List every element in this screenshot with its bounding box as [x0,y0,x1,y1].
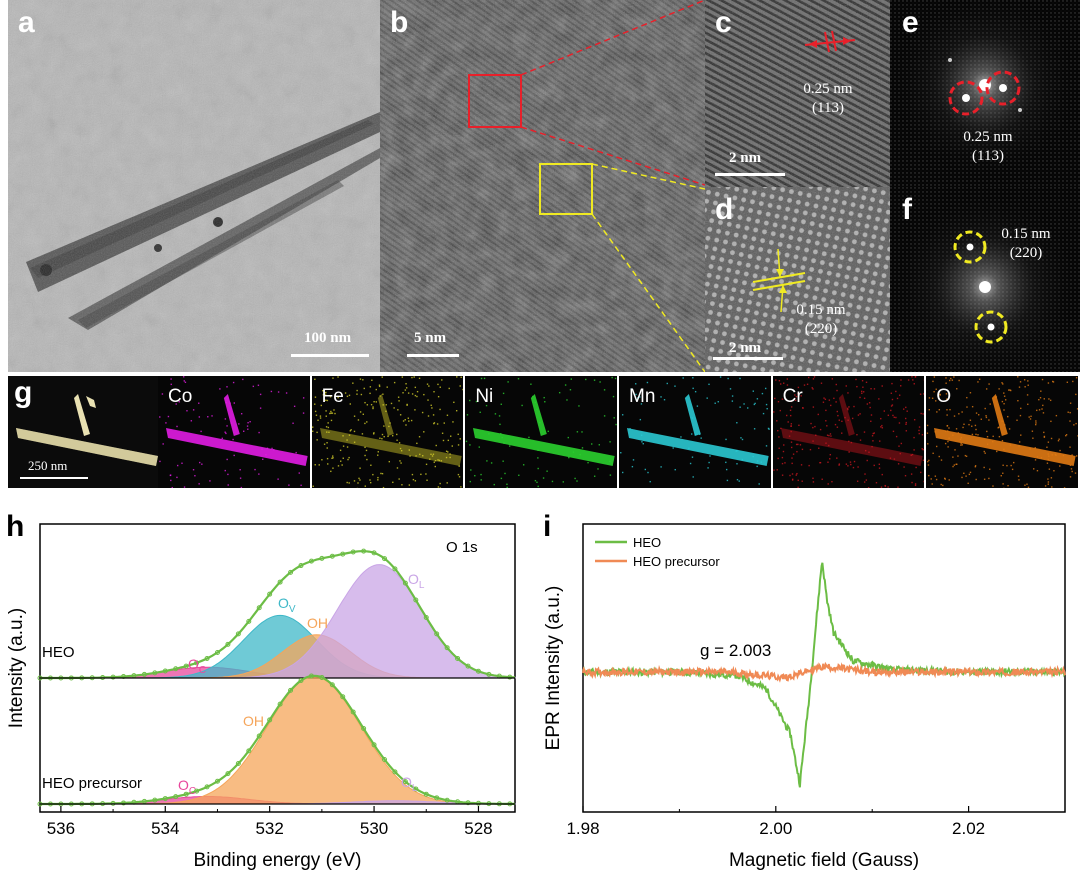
d-spacing-value: 0.15 nm [990,225,1062,244]
x-tick-label: 532 [255,819,283,838]
scale-bar [20,477,88,479]
d-spacing-annotation: 0.25 nm (113) [952,128,1024,166]
curve-label: HEO [42,644,75,661]
x-tick-label: 534 [151,819,179,838]
y-axis-label: Intensity (a.u.) [6,608,27,728]
series-line-heo [583,563,1065,788]
x-tick-label: 536 [47,819,75,838]
panel-letter-i: i [543,512,551,542]
nanotube-image [8,0,380,372]
d-spacing-annotation: 0.15 nm (220) [785,301,857,339]
g-value-annotation: g = 2.003 [700,641,771,660]
x-tick-label: 530 [360,819,388,838]
scale-bar-label: 5 nm [414,330,446,347]
scale-bar-label: 250 nm [28,458,67,474]
panel-letter-h: h [6,512,24,542]
x-tick-label: 528 [464,819,492,838]
x-tick-label: 1.98 [566,819,599,838]
x-axis-label: Binding energy (eV) [194,850,362,871]
d-spacing-value: 0.15 nm [785,301,857,320]
d-spacing-annotation: 0.25 nm (113) [793,80,863,118]
legend-label: HEO [633,535,661,550]
scale-bar [407,354,459,357]
panel-letter-c: c [715,8,732,38]
series-line-heo-precursor [583,664,1065,681]
epr-plot: HEO HEO precursor g = 2.003 1.98 2.00 2.02 Mag… [535,512,1080,875]
panel-d-lattice-image: d 0.15 nm (220) 2 nm [705,187,890,372]
hrtem-image [380,0,705,372]
scale-bar-label: 2 nm [729,340,761,357]
eds-map-mn: Mn [619,376,771,488]
eds-map-cr: Cr [773,376,925,488]
panel-g-sem-image: g 250 nm [8,376,158,488]
d-spacing-value: 0.25 nm [952,128,1024,147]
element-label: Co [168,386,192,408]
panel-c-lattice-image: c 0.25 nm (113) 2 nm [705,0,890,187]
panel-letter-e: e [902,8,919,38]
plane-index: (220) [990,244,1062,263]
panel-letter-f: f [902,195,912,225]
eds-map-ni: Ni [465,376,617,488]
scale-bar [291,354,369,357]
y-axis-label: EPR Intensity (a.u.) [543,586,564,751]
panel-letter-g: g [14,378,32,408]
eds-map-fe: Fe [312,376,464,488]
element-label: Mn [629,386,655,408]
peak-label-ol: OL [408,571,425,591]
annotation: O 1s [446,539,478,556]
scale-bar-label: 2 nm [729,150,761,167]
scale-bar [715,173,785,176]
d-spacing-value: 0.25 nm [793,80,863,99]
panel-f-fft-pattern: f 0.15 nm (220) [890,187,1080,372]
legend-label: HEO precursor [633,554,720,569]
fft-image [890,187,1080,372]
peak-label-oh: OH [307,615,328,631]
element-label: O [936,386,951,408]
panel-i-epr-chart: i HEO HEO precursor g = 2.003 1.98 2.00 2.02 M… [535,512,1080,875]
d-spacing-annotation: 0.15 nm (220) [990,225,1062,263]
element-label: Cr [783,386,803,408]
plane-index: (113) [793,99,863,118]
curve-label: HEO precursor [42,775,142,792]
peak-label-oh: OH [243,713,264,729]
plane-index: (113) [952,147,1024,166]
x-tick-label: 2.00 [759,819,792,838]
panel-a-tem-image: a 100 nm [8,0,380,372]
eds-element-maps: Co Fe Ni Mn Cr O [158,376,1080,488]
panel-b-hrtem-image: b 5 nm [380,0,705,372]
element-label: Fe [322,386,344,408]
panel-letter-a: a [18,8,35,38]
x-axis-label: Magnetic field (Gauss) [729,850,919,871]
eds-map-co: Co [158,376,310,488]
plane-index: (220) [785,320,857,339]
element-label: Ni [475,386,493,408]
panel-letter-d: d [715,195,733,225]
scale-bar [713,357,783,360]
panel-letter-b: b [390,8,408,38]
peak-label-ov: OV [278,595,296,615]
x-tick-label: 2.02 [952,819,985,838]
eds-map-o: O [926,376,1078,488]
panel-e-fft-pattern: e 0.25 nm (113) [890,0,1080,187]
scale-bar-label: 100 nm [304,330,351,347]
